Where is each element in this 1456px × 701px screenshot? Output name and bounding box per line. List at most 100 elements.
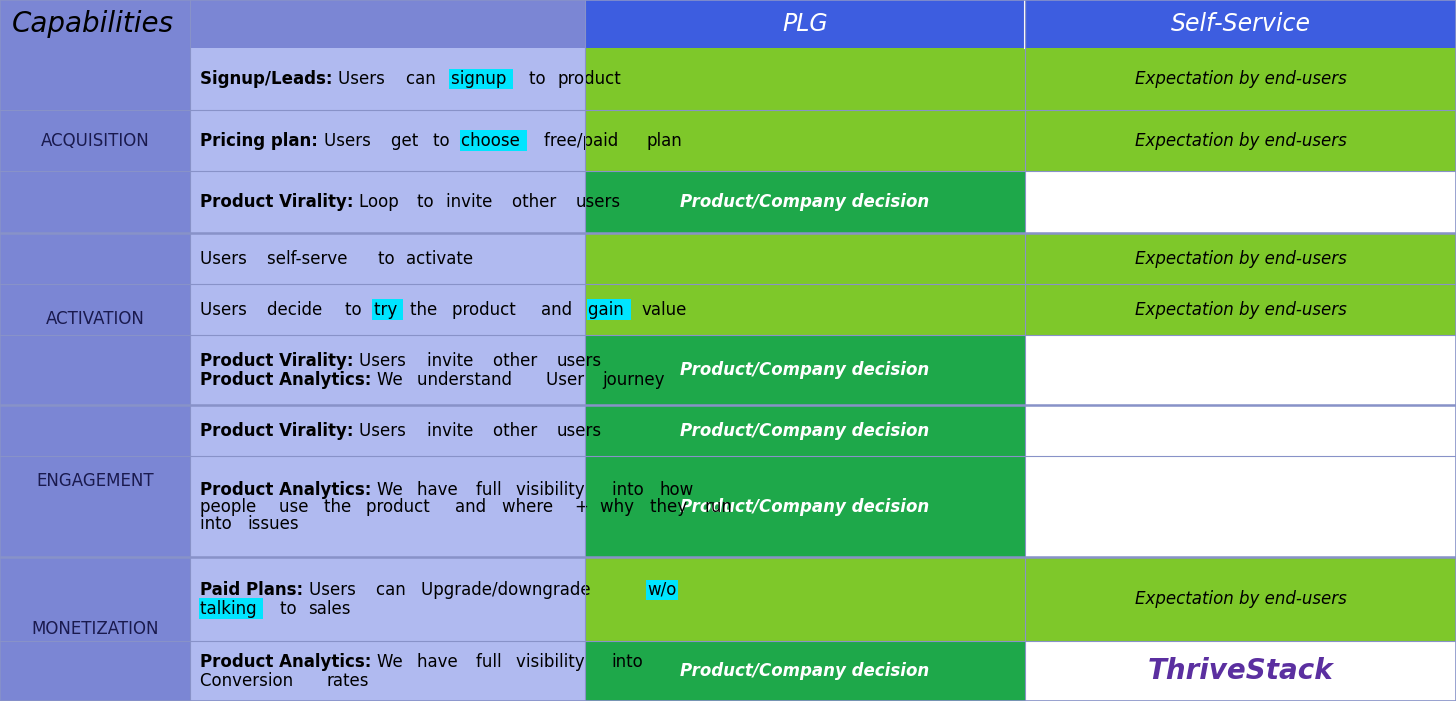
Text: invite: invite (446, 193, 496, 211)
Text: to: to (280, 599, 301, 618)
Bar (1025, 233, 1456, 284)
Text: to: to (345, 301, 367, 318)
Text: Users: Users (309, 581, 361, 599)
Text: gain: gain (588, 301, 629, 318)
Text: Pricing plan:: Pricing plan: (199, 132, 323, 149)
Text: rates: rates (328, 672, 370, 690)
Text: understand: understand (416, 371, 517, 388)
Text: w/o: w/o (646, 581, 677, 599)
Text: Users: Users (338, 70, 390, 88)
Bar (1025, 456, 1456, 557)
Bar (585, 172, 1025, 233)
Text: Capabilities: Capabilities (12, 10, 175, 38)
Text: the: the (411, 301, 443, 318)
Text: Users: Users (360, 422, 412, 440)
Text: Product/Company decision: Product/Company decision (680, 193, 929, 211)
Text: other: other (513, 193, 562, 211)
Bar (1025, 405, 1456, 456)
Text: Product/Company decision: Product/Company decision (680, 422, 929, 440)
Text: signup: signup (451, 70, 511, 88)
Bar (1025, 48, 1456, 110)
Text: users: users (577, 193, 622, 211)
Text: Loop: Loop (360, 193, 405, 211)
Bar (0, 0, 585, 48)
Text: can: can (406, 70, 441, 88)
Text: Product/Company decision: Product/Company decision (680, 498, 929, 516)
Text: We: We (377, 371, 408, 388)
Text: MONETIZATION: MONETIZATION (31, 620, 159, 638)
Text: Product Virality:: Product Virality: (199, 352, 360, 370)
Bar (585, 456, 1025, 557)
Bar (1025, 557, 1456, 641)
Text: free/paid: free/paid (543, 132, 623, 149)
Bar (1025, 641, 1456, 701)
Text: into: into (199, 515, 237, 533)
Text: and: and (456, 498, 492, 516)
Text: Expectation by end-users: Expectation by end-users (1134, 250, 1347, 268)
Text: to: to (418, 193, 440, 211)
Bar (189, 405, 585, 456)
Text: Product Virality:: Product Virality: (199, 422, 360, 440)
Text: into: into (612, 653, 644, 671)
Text: try: try (374, 301, 402, 318)
Bar (189, 233, 585, 284)
Bar (189, 48, 585, 110)
Bar (585, 0, 1025, 48)
Text: We: We (377, 481, 408, 498)
Text: Product/Company decision: Product/Company decision (680, 361, 929, 379)
Text: people: people (199, 498, 262, 516)
Text: talking: talking (199, 599, 262, 618)
Bar (189, 172, 585, 233)
Text: how: how (660, 481, 693, 498)
Text: Expectation by end-users: Expectation by end-users (1134, 301, 1347, 318)
Bar (585, 110, 1025, 172)
Text: value: value (641, 301, 687, 318)
Text: why: why (600, 498, 639, 516)
Bar (189, 284, 585, 335)
Text: they: they (651, 498, 693, 516)
Bar (0, 233, 189, 405)
Text: other: other (494, 422, 543, 440)
Bar (0, 405, 189, 557)
Text: PLG: PLG (782, 12, 828, 36)
Text: User: User (546, 371, 590, 388)
Text: Expectation by end-users: Expectation by end-users (1134, 132, 1347, 149)
Text: plan: plan (646, 132, 681, 149)
Text: Signup/Leads:: Signup/Leads: (199, 70, 338, 88)
Bar (1025, 284, 1456, 335)
Bar (585, 48, 1025, 110)
Bar (189, 110, 585, 172)
Text: to: to (529, 70, 550, 88)
Text: Product/Company decision: Product/Company decision (680, 662, 929, 680)
Text: journey: journey (603, 371, 665, 388)
Text: product: product (365, 498, 435, 516)
Text: have: have (416, 481, 463, 498)
Text: Users: Users (323, 132, 376, 149)
Text: Users: Users (199, 250, 252, 268)
Bar (585, 335, 1025, 405)
Text: to: to (432, 132, 454, 149)
Text: decide: decide (268, 301, 328, 318)
Text: Self-Service: Self-Service (1171, 12, 1310, 36)
Bar (189, 456, 585, 557)
Text: get: get (390, 132, 424, 149)
Bar (585, 233, 1025, 284)
Text: invite: invite (427, 422, 478, 440)
Text: full: full (476, 481, 507, 498)
Bar (0, 557, 189, 701)
Text: where: where (502, 498, 559, 516)
Text: full: full (476, 653, 507, 671)
Text: Product Analytics:: Product Analytics: (199, 481, 377, 498)
Text: Product Analytics:: Product Analytics: (199, 653, 377, 671)
Text: Conversion: Conversion (199, 672, 298, 690)
Bar (585, 641, 1025, 701)
Text: can: can (376, 581, 411, 599)
Text: choose: choose (462, 132, 526, 149)
Text: Upgrade/downgrade: Upgrade/downgrade (421, 581, 596, 599)
Bar (1025, 0, 1456, 48)
Bar (189, 335, 585, 405)
Text: use: use (280, 498, 314, 516)
Text: product: product (558, 70, 620, 88)
Bar (189, 557, 585, 641)
Text: Product Analytics:: Product Analytics: (199, 371, 377, 388)
